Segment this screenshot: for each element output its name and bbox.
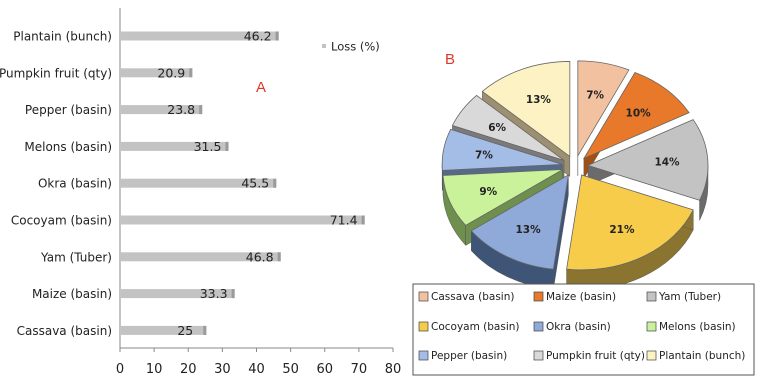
bar-pumpkin-fruit-qty [121, 68, 193, 78]
legend-label: Plantain (bunch) [659, 350, 745, 362]
legend-swatch-yam-tuber [646, 291, 657, 302]
pie-slice-pepper-basin [441, 128, 563, 171]
bar-end-yam-tuber [277, 252, 281, 262]
pie-label: 21% [609, 224, 635, 236]
category-label: Plantain (bunch) [13, 30, 112, 44]
x-tick-label: 40 [248, 362, 265, 377]
bar-end-cocoyam-basin [361, 215, 365, 225]
pie-label: 6% [488, 122, 506, 134]
pie-slice-yam-tuber [586, 119, 709, 201]
pie-slice-maize-basin [582, 71, 690, 160]
pie-data-labels: 7% 10% 14% 21% 13% 9% 7% 6% 13% [475, 90, 680, 236]
pie-label: 10% [626, 108, 652, 120]
legend-box [412, 283, 755, 376]
bar-maize-basin [121, 289, 235, 299]
panel-label-b: B [445, 51, 455, 68]
legend-label: Maize (basin) [546, 291, 616, 303]
pie-slice-pumpkin-fruit-qty [451, 94, 565, 161]
x-tick-label: 20 [180, 362, 197, 377]
panel-label-a: A [256, 79, 266, 96]
legend-swatch-okra-basin [533, 321, 544, 332]
category-label: Melons (basin) [24, 140, 112, 154]
category-label: Cocoyam (basin) [11, 214, 112, 228]
legend: Loss (%) [322, 40, 380, 54]
x-tick-label: 30 [214, 362, 231, 377]
legend-swatch-maize-basin [533, 291, 544, 302]
legend-swatch-melons-basin [646, 321, 657, 332]
legend-label: Yam (Tuber) [658, 291, 721, 303]
x-tick-label: 80 [385, 362, 402, 377]
category-label: Okra (basin) [38, 177, 112, 191]
bar-end-pumpkin-fruit-qty [189, 68, 193, 78]
bar-end-okra-basin [273, 178, 277, 188]
bar-cocoyam-basin [121, 215, 365, 225]
pie-slice-plantain-bunch [481, 61, 571, 158]
x-tick-label: 70 [351, 362, 368, 377]
legend-label: Cassava (basin) [431, 291, 514, 303]
bar-end-cassava-basin [203, 325, 207, 335]
bar-end-melons-basin [225, 141, 229, 151]
legend-swatch-cocoyam-basin [418, 321, 429, 332]
category-label: Maize (basin) [32, 287, 112, 301]
x-tick-label: 10 [146, 362, 163, 377]
data-label: 46.8 [246, 249, 274, 264]
x-tick-label: 60 [316, 362, 333, 377]
pie-slice-cocoyam-basin [566, 174, 694, 271]
bar-melons-basin [121, 141, 229, 151]
pie-slices [441, 60, 709, 271]
data-label: 33.3 [200, 286, 228, 301]
bar-series [121, 31, 365, 335]
pie-label: 9% [479, 186, 497, 198]
category-label: Yam (Tuber) [40, 250, 112, 264]
data-label: 23.8 [167, 102, 195, 117]
legend-label: Okra (basin) [546, 321, 611, 333]
x-ticks: 0 10 20 30 40 50 60 70 80 [116, 348, 401, 377]
bar-okra-basin [121, 178, 277, 188]
legend-swatch-pepper-basin [418, 350, 429, 361]
data-label: 31.5 [194, 139, 222, 154]
bar-end-pepper-basin [199, 105, 203, 115]
legend-label: Cocoyam (basin) [431, 321, 520, 333]
data-label: 71.4 [330, 213, 358, 228]
bar-chart-loss: Plantain (bunch) Pumpkin fruit (qty) Peppe… [0, 8, 401, 377]
category-label: Cassava (basin) [17, 324, 112, 338]
data-label: 20.9 [157, 65, 185, 80]
legend-swatch-cassava-basin [418, 291, 429, 302]
data-label: 25 [177, 323, 193, 338]
pie-label: 13% [526, 94, 552, 106]
bar-end-plantain-bunch [275, 31, 279, 41]
data-label: 46.2 [244, 29, 272, 44]
pie-slice-cassava-basin [577, 60, 630, 158]
bar-cassava-basin [121, 325, 207, 335]
pie-slice-okra-basin [470, 174, 569, 270]
pie-label: 7% [475, 150, 493, 162]
legend-swatch-plantain-bunch [646, 350, 657, 361]
legend-swatch-pumpkin-fruit-qty [533, 350, 544, 361]
bar-plantain-bunch [121, 31, 279, 41]
data-labels: 46.2 20.9 23.8 31.5 45.5 71.4 46.8 33.3 25 [157, 29, 357, 338]
legend-swatch [322, 44, 326, 48]
pie-chart-share: B 7% 10% 14% 21% 13% 9% 7% 6% 13% Cassava (basin… [412, 51, 755, 376]
data-label: 45.5 [241, 176, 269, 191]
legend-label: Loss (%) [331, 40, 380, 54]
legend-label: Melons (basin) [659, 321, 736, 333]
category-label: Pepper (basin) [25, 103, 112, 117]
bar-end-maize-basin [231, 289, 235, 299]
x-tick-label: 0 [116, 362, 124, 377]
pie-label: 14% [654, 156, 680, 168]
legend-label: Pumpkin fruit (qty) [546, 350, 645, 362]
bar-yam-tuber [121, 252, 281, 262]
pie-label: 13% [515, 224, 541, 236]
category-label: Pumpkin fruit (qty) [0, 66, 112, 80]
legend-label: Pepper (basin) [431, 350, 507, 362]
pie-legend: Cassava (basin) Maize (basin) Yam (Tuber) C… [418, 291, 745, 362]
category-labels: Plantain (bunch) Pumpkin fruit (qty) Peppe… [0, 30, 112, 338]
pie-slice-melons-basin [442, 169, 563, 226]
x-tick-label: 50 [282, 362, 299, 377]
bar-pepper-basin [121, 105, 203, 115]
pie-label: 7% [586, 90, 604, 102]
